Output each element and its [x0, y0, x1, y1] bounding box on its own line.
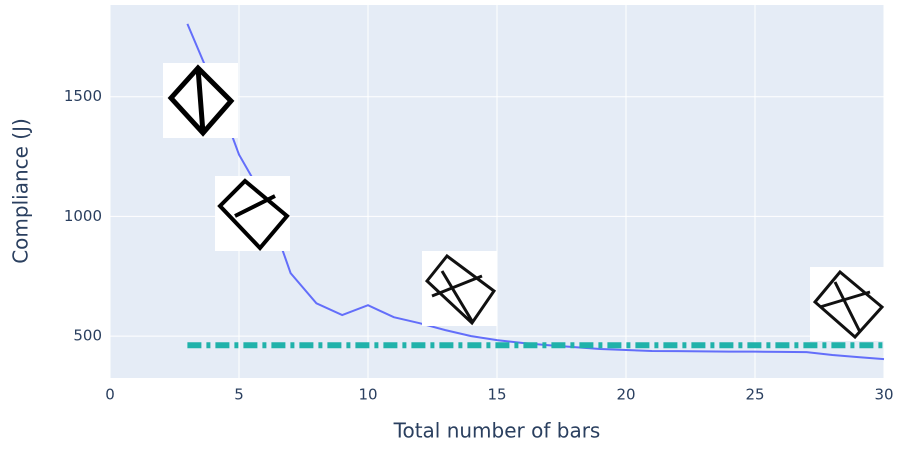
- structure-image: [163, 63, 238, 138]
- y-axis-title: Compliance (J): [9, 118, 33, 264]
- x-axis-title: Total number of bars: [393, 419, 601, 443]
- x-tick-label: 5: [234, 386, 244, 404]
- x-tick-label: 25: [745, 386, 764, 404]
- x-tick-label: 30: [874, 386, 893, 404]
- y-tick-label: 1000: [64, 207, 102, 225]
- structure-images: [163, 63, 885, 341]
- structure-image: [215, 176, 290, 251]
- y-tick-label: 500: [73, 327, 102, 345]
- structure-image: [422, 251, 497, 326]
- x-tick-label: 20: [616, 386, 635, 404]
- y-tick-label: 1500: [64, 87, 102, 105]
- marks: [186, 23, 885, 361]
- x-tick-label: 15: [487, 386, 506, 404]
- x-tick-label: 0: [105, 386, 115, 404]
- structure-image: [810, 267, 885, 341]
- x-tick-label: 10: [358, 386, 377, 404]
